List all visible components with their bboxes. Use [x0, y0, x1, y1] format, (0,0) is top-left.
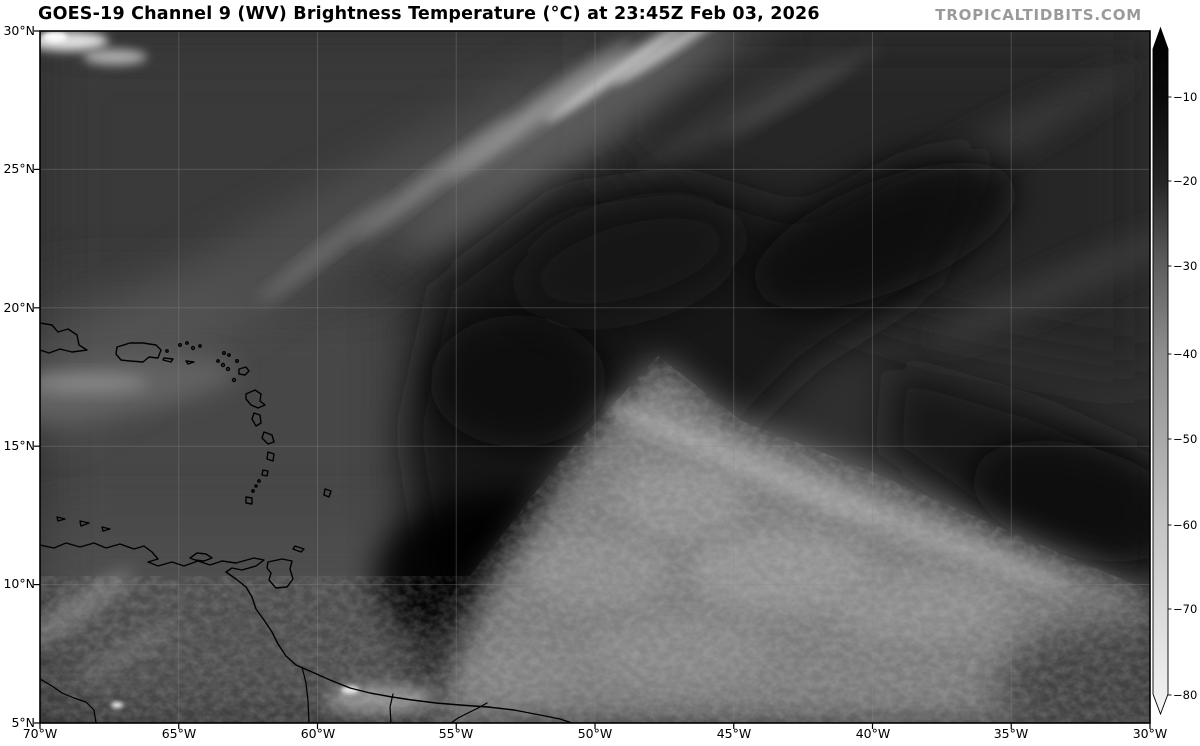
lon-tick-label: 30°W [1132, 726, 1168, 741]
colorbar-tick-label: −80 [1173, 688, 1198, 702]
lat-tick-label: 25°N [3, 161, 35, 176]
colorbar-ticks [1168, 96, 1172, 696]
lat-tick-label: 15°N [3, 438, 35, 453]
colorbar-tick-label: −70 [1173, 602, 1198, 616]
lon-tick-label: 65°W [161, 726, 197, 741]
colorbar-tick-label: −10 [1173, 90, 1198, 104]
colorbar-tick-label: −20 [1173, 174, 1198, 188]
lon-tick-label: 35°W [993, 726, 1029, 741]
lat-tick-label: 30°N [3, 23, 35, 38]
lon-tick-label: 60°W [300, 726, 336, 741]
colorbar-tick-label: −60 [1173, 518, 1198, 532]
colorbar [1152, 26, 1172, 716]
page-title: GOES-19 Channel 9 (WV) Brightness Temper… [38, 4, 820, 24]
lon-tick-label: 45°W [716, 726, 752, 741]
lon-tick-label: 55°W [438, 726, 474, 741]
coastlines [40, 322, 573, 723]
lat-tick-label: 10°N [3, 576, 35, 591]
graticule [40, 31, 1150, 723]
country-borders [40, 666, 488, 723]
colorbar-tick-label: −50 [1173, 432, 1198, 446]
colorbar-tick-label: −30 [1173, 259, 1198, 273]
lon-tick-label: 40°W [855, 726, 891, 741]
lat-tick-label: 5°N [11, 715, 35, 730]
lon-tick-label: 50°W [577, 726, 613, 741]
axis-ticks [34, 30, 1151, 729]
lon-tick-label: 70°W [22, 726, 58, 741]
colorbar-tick-label: −40 [1173, 347, 1198, 361]
site-watermark: TROPICALTIDBITS.COM [935, 6, 1142, 24]
lat-tick-label: 20°N [3, 300, 35, 315]
